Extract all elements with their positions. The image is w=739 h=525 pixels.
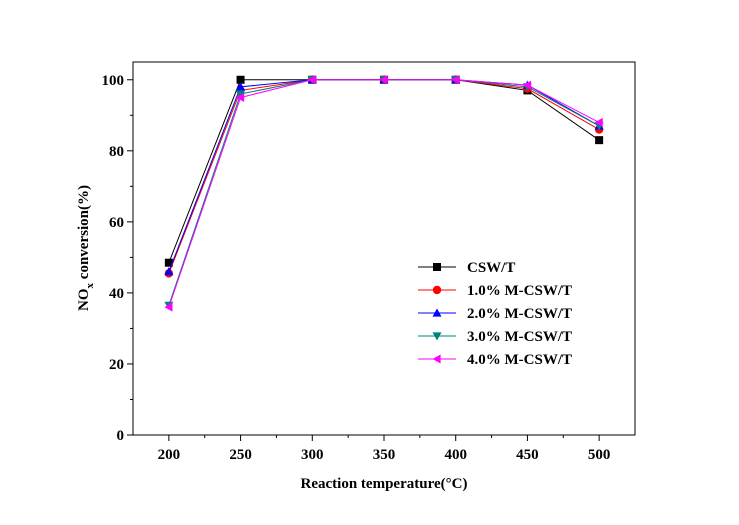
x-tick-label: 400 <box>444 447 467 463</box>
y-tick-label: 60 <box>109 215 124 231</box>
y-axis-ticks: 0 20 40 60 80 100 <box>102 73 133 444</box>
x-axis-title: Reaction temperature(°C) <box>301 476 468 492</box>
x-tick-label: 200 <box>158 447 181 463</box>
x-axis-ticks: 200 250 300 350 400 450 500 <box>158 435 611 463</box>
data-point <box>595 136 604 145</box>
x-tick-label: 450 <box>516 447 539 463</box>
x-tick-label: 500 <box>588 447 611 463</box>
legend: CSW/T 1.0% M-CSW/T 2.0% M-CSW/T 3.0% M-CSW/… <box>418 260 572 368</box>
data-point <box>307 75 316 85</box>
series-line <box>168 79 600 306</box>
y-tick-label: 20 <box>109 357 124 373</box>
legend-label: 1.0% M-CSW/T <box>467 283 572 299</box>
data-point <box>236 82 246 91</box>
data-point <box>164 258 173 267</box>
legend-item: 4.0% M-CSW/T <box>418 352 572 368</box>
y-tick-label: 0 <box>117 428 125 444</box>
legend-item: 2.0% M-CSW/T <box>418 306 572 322</box>
series <box>164 76 604 310</box>
legend-label: 2.0% M-CSW/T <box>467 306 572 322</box>
y-axis-title-main: NO <box>76 288 92 311</box>
y-axis-title-tail: conversion(%) <box>76 185 92 283</box>
series-line <box>168 79 600 263</box>
y-tick-label: 80 <box>109 144 124 160</box>
data-point <box>164 267 174 276</box>
x-tick-label: 250 <box>229 447 252 463</box>
legend-label: CSW/T <box>467 260 515 276</box>
legend-marker <box>433 263 441 271</box>
series-layer <box>164 75 604 312</box>
series <box>164 75 603 312</box>
data-point <box>236 93 245 103</box>
data-point <box>379 75 388 85</box>
data-point <box>236 75 245 84</box>
series-line <box>168 79 600 274</box>
data-point <box>522 80 532 90</box>
y-axis-title: NOx conversion(%) <box>76 185 96 311</box>
data-point <box>594 117 603 127</box>
plot-frame <box>132 61 636 436</box>
legend-label: 4.0% M-CSW/T <box>467 352 572 368</box>
y-tick-label: 100 <box>102 73 125 89</box>
legend-marker <box>432 308 442 317</box>
legend-marker <box>432 285 442 295</box>
legend-item: 3.0% M-CSW/T <box>418 329 572 345</box>
data-point <box>164 302 173 312</box>
legend-item: 1.0% M-CSW/T <box>418 283 572 299</box>
y-axis-title-subscript: x <box>84 282 96 288</box>
legend-marker <box>432 332 442 341</box>
legend-label: 3.0% M-CSW/T <box>467 329 572 345</box>
data-point <box>236 90 246 99</box>
legend-marker <box>432 354 441 364</box>
x-tick-label: 300 <box>301 447 324 463</box>
y-tick-label: 40 <box>109 286 124 302</box>
data-point <box>451 75 460 85</box>
x-tick-label: 350 <box>373 447 396 463</box>
legend-item: CSW/T <box>418 260 515 276</box>
series <box>164 75 604 267</box>
